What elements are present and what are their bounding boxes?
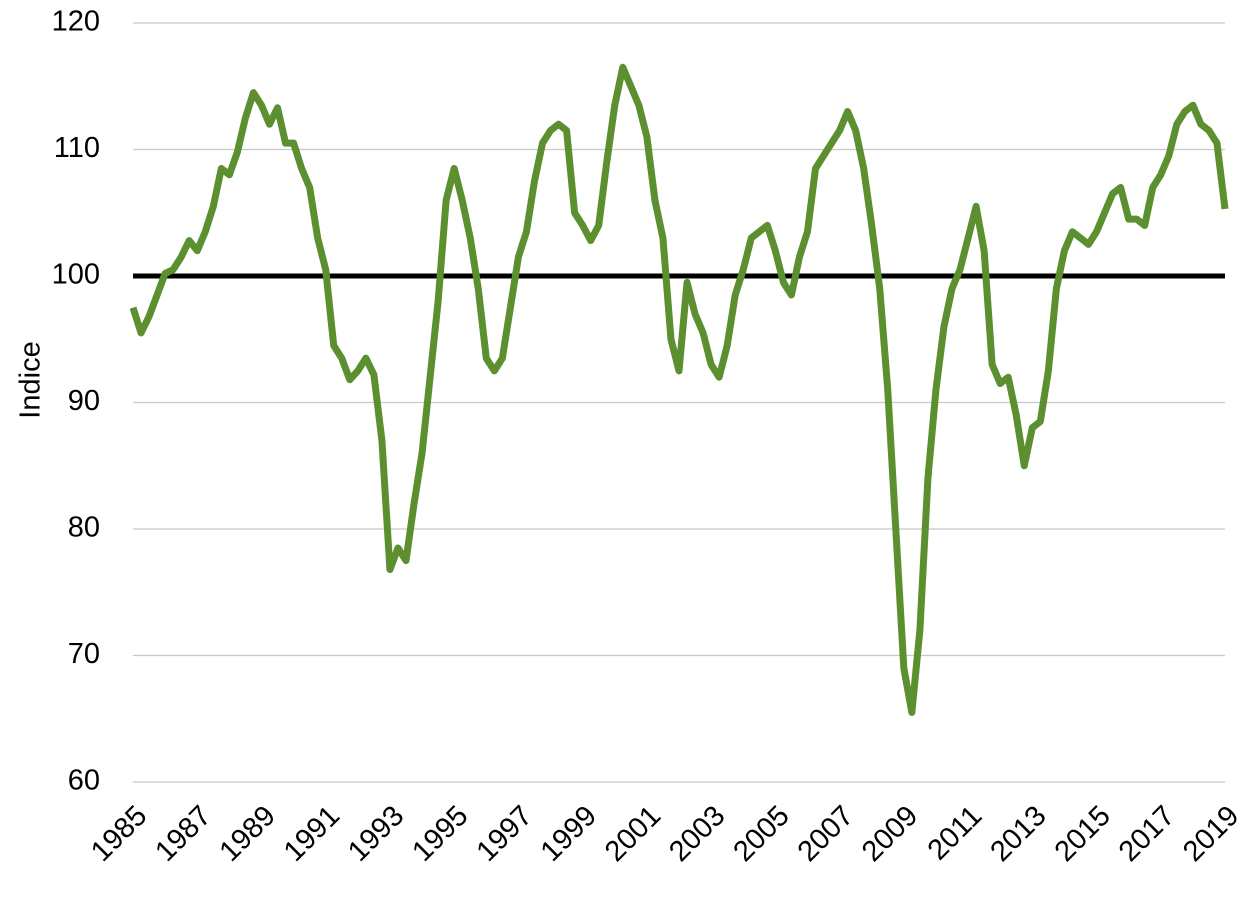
x-tick-label: 2017 — [1113, 800, 1181, 868]
y-tick-label: 90 — [68, 385, 100, 417]
y-axis-label: Indice — [15, 341, 47, 418]
x-tick-label: 2001 — [599, 800, 667, 868]
x-tick-label: 2013 — [984, 800, 1052, 868]
x-tick-label: 1991 — [278, 800, 346, 868]
y-tick-label: 120 — [52, 6, 100, 38]
y-tick-label: 70 — [68, 638, 100, 670]
x-tick-label: 1995 — [406, 800, 474, 868]
y-tick-label: 110 — [54, 132, 100, 164]
x-tick-label: 1997 — [471, 800, 539, 868]
x-tick-label: 2007 — [792, 800, 860, 868]
x-tick-label: 1985 — [85, 800, 153, 868]
x-tick-label: 2003 — [663, 800, 731, 868]
x-tick-label: 1999 — [535, 800, 603, 868]
data-line — [129, 63, 1229, 716]
x-tick-label: 2019 — [1177, 800, 1245, 868]
x-tick-label: 1989 — [214, 800, 282, 868]
y-tick-label: 80 — [68, 512, 100, 544]
y-tick-label: 100 — [52, 259, 100, 291]
y-tick-label: 60 — [68, 765, 100, 797]
x-tick-label: 2011 — [922, 800, 989, 867]
x-tick-label: 2015 — [1049, 800, 1117, 868]
x-tick-label: 2005 — [727, 800, 795, 868]
x-tick-label: 1993 — [342, 800, 410, 868]
x-tick-label: 2009 — [856, 800, 924, 868]
x-tick-label: 1987 — [149, 800, 217, 868]
